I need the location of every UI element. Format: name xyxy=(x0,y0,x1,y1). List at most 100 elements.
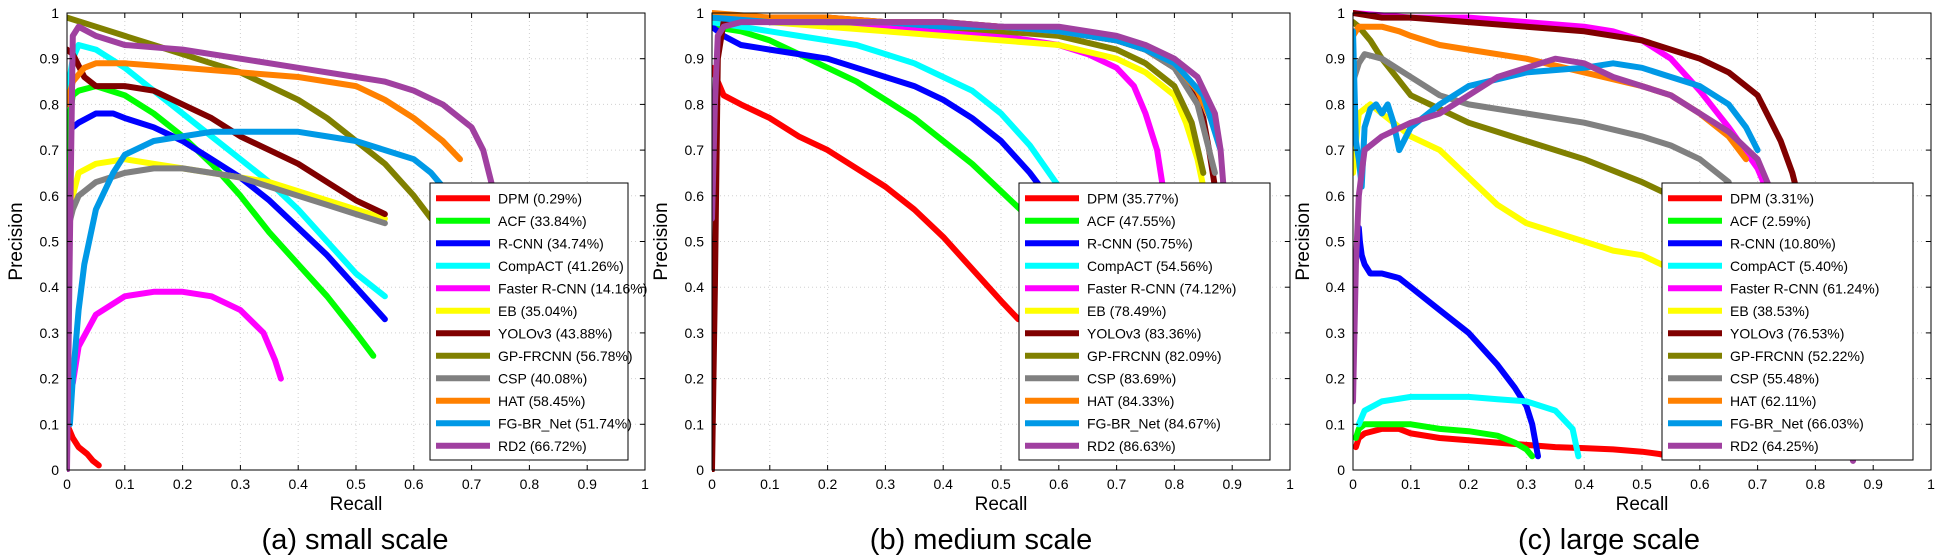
series-line xyxy=(67,128,446,428)
legend-label: RD2 (66.72%) xyxy=(498,438,587,454)
series-line xyxy=(1353,425,1674,460)
x-axis-label: Recall xyxy=(330,494,383,515)
legend-label: ACF (47.55%) xyxy=(1087,213,1176,229)
legend-box xyxy=(1018,182,1271,461)
x-tick-label: 0.4 xyxy=(288,476,308,492)
series-line xyxy=(69,288,284,387)
legend-label: CSP (40.08%) xyxy=(498,370,587,386)
y-tick-label: 1 xyxy=(696,5,704,21)
y-tick-label: 0.5 xyxy=(685,234,705,250)
x-tick-label: 0.1 xyxy=(760,476,780,492)
legend-label: CompACT (5.40%) xyxy=(1730,258,1848,274)
x-tick-label: 0.7 xyxy=(462,476,482,492)
legend-label: Faster R-CNN (74.12%) xyxy=(1087,280,1236,296)
legend-label: R-CNN (34.74%) xyxy=(498,235,604,251)
y-tick-label: 0.8 xyxy=(40,96,60,112)
legend-label: Faster R-CNN (14.16%) xyxy=(498,280,647,296)
y-tick-label: 1 xyxy=(1337,5,1345,21)
y-tick-label: 0 xyxy=(51,462,59,478)
caption-large: (c) large scale xyxy=(1518,524,1700,556)
series-line xyxy=(1353,421,1536,460)
y-tick-label: 0.4 xyxy=(40,279,60,295)
y-tick-label: 0.9 xyxy=(1326,51,1346,67)
y-tick-label: 0.2 xyxy=(40,371,60,387)
series-line xyxy=(712,64,1022,323)
x-tick-label: 0 xyxy=(1349,476,1357,492)
series-line xyxy=(712,19,1227,222)
x-tick-label: 0.6 xyxy=(1690,476,1710,492)
legend-label: CompACT (54.56%) xyxy=(1087,258,1213,274)
x-tick-label: 0.3 xyxy=(231,476,251,492)
x-tick-label: 1 xyxy=(1927,476,1935,492)
series-line xyxy=(1355,393,1582,460)
legend-label: FG-BR_Net (84.67%) xyxy=(1087,415,1221,431)
legend-label: EB (38.53%) xyxy=(1730,303,1809,319)
y-tick-label: 0.7 xyxy=(40,142,60,158)
x-tick-label: 0.9 xyxy=(577,476,597,492)
series-line xyxy=(1353,51,1732,186)
y-tick-label: 0.4 xyxy=(1326,279,1346,295)
legend-label: YOLOv3 (83.36%) xyxy=(1087,325,1201,341)
x-tick-label: 0.9 xyxy=(1863,476,1883,492)
x-tick-label: 0.4 xyxy=(933,476,953,492)
series-line xyxy=(67,60,463,163)
x-tick-label: 0.1 xyxy=(1401,476,1421,492)
x-tick-label: 0.8 xyxy=(1165,476,1185,492)
y-tick-label: 1 xyxy=(51,5,59,21)
x-tick-label: 0.6 xyxy=(1049,476,1069,492)
legend-label: CSP (83.69%) xyxy=(1087,370,1176,386)
legend-label: CompACT (41.26%) xyxy=(498,258,624,274)
x-tick-label: 0.2 xyxy=(818,476,838,492)
legend-label: R-CNN (10.80%) xyxy=(1730,235,1836,251)
x-tick-label: 0 xyxy=(63,476,71,492)
legend-label: GP-FRCNN (56.78%) xyxy=(498,348,633,364)
series-line xyxy=(712,23,1033,222)
x-axis-label: Recall xyxy=(975,494,1028,515)
legend-label: EB (78.49%) xyxy=(1087,303,1166,319)
x-tick-label: 0.5 xyxy=(1632,476,1652,492)
legend-label: YOLOv3 (76.53%) xyxy=(1730,325,1844,341)
series-line xyxy=(67,46,388,218)
y-tick-label: 0.1 xyxy=(40,416,60,432)
series-line xyxy=(69,110,388,323)
x-tick-label: 0.7 xyxy=(1107,476,1127,492)
series-line xyxy=(67,165,388,236)
x-tick-label: 0.2 xyxy=(1459,476,1479,492)
x-tick-label: 0.5 xyxy=(346,476,366,492)
caption-medium: (b) medium scale xyxy=(870,524,1092,556)
y-tick-label: 0.8 xyxy=(1326,96,1346,112)
panel-medium: 0 0.1 0.2 0.3 0.4 0.5 0.6 0.7 0.8 0.9 1 0 0.1 0.2 0.3 0… xyxy=(651,5,1294,515)
y-tick-label: 0.2 xyxy=(1326,371,1346,387)
legend-label: HAT (62.11%) xyxy=(1730,393,1816,409)
legend-label: CSP (55.48%) xyxy=(1730,370,1819,386)
legend-label: Faster R-CNN (61.24%) xyxy=(1730,280,1879,296)
x-tick-label: 1 xyxy=(641,476,649,492)
series-line xyxy=(712,23,1051,199)
x-tick-label: 0 xyxy=(708,476,716,492)
series-line xyxy=(1353,10,1802,199)
legend-label: HAT (84.33%) xyxy=(1087,393,1174,409)
y-tick-label: 0.3 xyxy=(685,325,705,341)
legend-label: HAT (58.45%) xyxy=(498,393,585,409)
y-tick-label: 0.5 xyxy=(1326,234,1346,250)
legend-label: RD2 (86.63%) xyxy=(1087,438,1176,454)
x-axis-label: Recall xyxy=(1616,494,1669,515)
y-axis-label: Precision xyxy=(6,202,27,280)
series-line xyxy=(67,421,102,469)
y-tick-label: 0.9 xyxy=(685,51,705,67)
legend-label: GP-FRCNN (82.09%) xyxy=(1087,348,1222,364)
y-tick-label: 0.7 xyxy=(1326,142,1346,158)
legend-label: ACF (2.59%) xyxy=(1730,213,1811,229)
x-tick-label: 0.6 xyxy=(404,476,424,492)
legend-label: DPM (3.31%) xyxy=(1730,190,1814,206)
x-tick-label: 0.3 xyxy=(1517,476,1537,492)
x-tick-label: 0.7 xyxy=(1748,476,1768,492)
legend-label: FG-BR_Net (51.74%) xyxy=(498,415,632,431)
legend-box xyxy=(429,182,629,461)
legend-label: RD2 (64.25%) xyxy=(1730,438,1819,454)
x-tick-label: 0.5 xyxy=(991,476,1011,492)
legend-label: EB (35.04%) xyxy=(498,303,577,319)
legend-label: FG-BR_Net (66.03%) xyxy=(1730,415,1864,431)
series-group xyxy=(67,14,539,472)
